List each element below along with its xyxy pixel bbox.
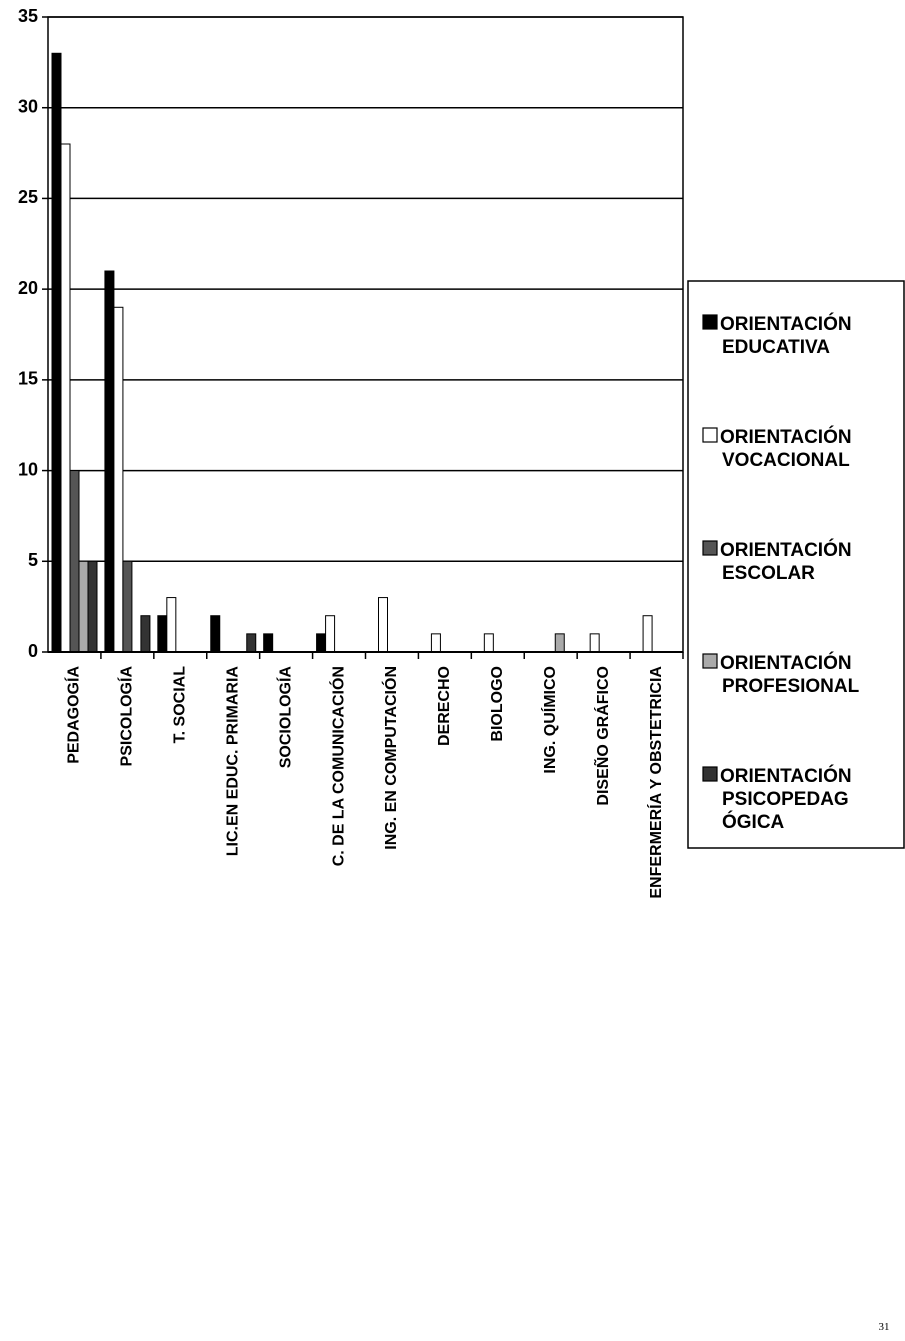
bar: [246, 633, 257, 653]
x-tick-label: ING. EN COMPUTACIÓN: [381, 666, 400, 850]
bar: [483, 633, 494, 653]
x-tick-label: LIC.EN EDUC. PRIMARIA: [224, 666, 241, 857]
bar: [378, 597, 388, 653]
legend-label: ORIENTACIÓN PSICOPEDAG ÓGICA: [720, 765, 852, 833]
bar: [157, 615, 168, 653]
bar: [60, 143, 71, 653]
bar: [104, 270, 115, 653]
legend-label: ORIENTACIÓN PROFESIONAL: [720, 652, 860, 697]
bar: [122, 560, 133, 653]
y-tick-label: 30: [18, 96, 38, 116]
bar: [87, 560, 98, 653]
bar: [642, 615, 653, 653]
legend-swatch: [702, 427, 718, 443]
bar: [589, 633, 600, 653]
bar: [316, 633, 327, 653]
x-tick-label: C. DE LA COMUNICACIÓN: [328, 666, 347, 866]
y-tick-label: 10: [18, 459, 38, 479]
y-tick-label: 25: [18, 187, 38, 207]
y-tick-label: 35: [18, 6, 38, 26]
bar: [210, 615, 221, 653]
x-tick-label: BIOLOGO: [489, 666, 506, 742]
bar: [325, 615, 336, 653]
legend-label: ORIENTACIÓN EDUCATIVA: [720, 313, 852, 358]
y-tick-label: 0: [28, 641, 38, 661]
x-tick-label: SOCIOLOGÍA: [275, 666, 294, 769]
legend-box: [687, 280, 905, 849]
x-tick-label: PSICOLOGÍA: [117, 666, 136, 767]
legend-swatch: [702, 540, 718, 556]
y-tick-label: 5: [28, 550, 38, 570]
bar: [140, 615, 151, 653]
legend-swatch: [702, 314, 718, 330]
legend-label: ORIENTACIÓN VOCACIONAL: [720, 426, 852, 471]
legend-swatch: [702, 653, 718, 669]
bar: [51, 52, 62, 653]
bar: [113, 306, 124, 653]
bar: [78, 560, 89, 653]
x-tick-label: ING. QUÍMICO: [540, 666, 559, 774]
page-number: 31: [879, 1321, 890, 1333]
bar: [263, 633, 274, 653]
bar: [430, 633, 441, 653]
legend-label: ORIENTACIÓN ESCOLAR: [720, 539, 852, 584]
y-tick-label: 20: [18, 278, 38, 298]
x-tick-label: PEDAGOGÍA: [64, 666, 83, 764]
y-tick-label: 15: [18, 369, 38, 389]
bar: [554, 633, 565, 653]
x-tick-label: DISEÑO GRÁFICO: [592, 666, 612, 806]
plot-area: [47, 16, 684, 653]
x-tick-label: DERECHO: [436, 666, 453, 746]
bar: [166, 597, 177, 653]
bar: [69, 470, 80, 653]
legend-swatch: [702, 766, 718, 782]
x-tick-label: T. SOCIAL: [172, 666, 189, 744]
x-tick-label: ENFERMERÍA Y OBSTETRICIA: [646, 666, 665, 899]
